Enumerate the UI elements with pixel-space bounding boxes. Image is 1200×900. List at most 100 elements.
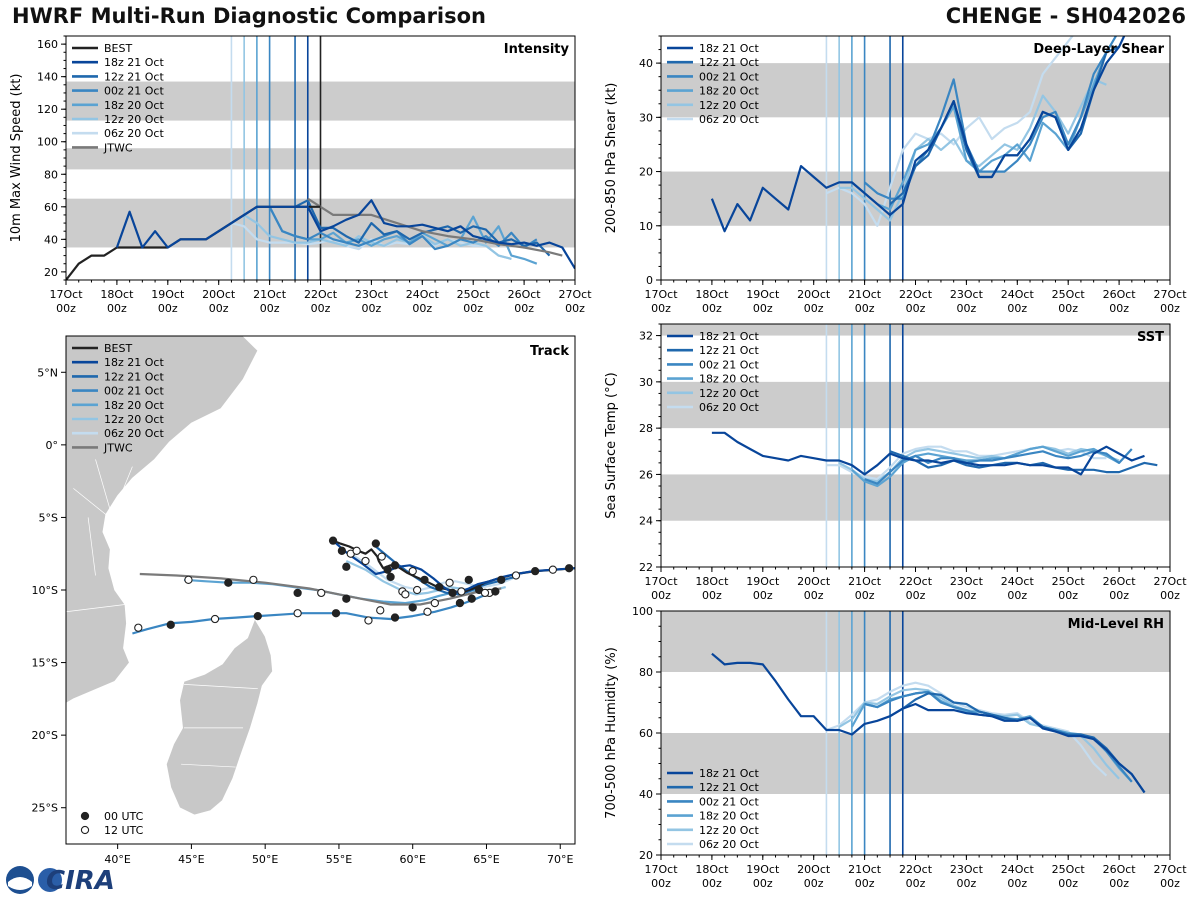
x-tick-label: 22Oct: [899, 575, 933, 588]
x-tick-label: 00z: [804, 302, 824, 315]
x-tick-label: 00z: [957, 589, 977, 602]
x-tick-label: 00z: [702, 302, 722, 315]
threshold-band: [661, 171, 1170, 226]
y-tick-label: 32: [639, 330, 653, 343]
track-marker-00utc: [331, 609, 341, 618]
track-line-jtwc: [139, 572, 502, 606]
y-tick-label: 40: [639, 57, 653, 70]
marker-legend-00utc: [80, 811, 90, 821]
admin-border: [73, 488, 107, 515]
legend-label: 12z 20 Oct: [104, 413, 164, 426]
y-tick-label: 26: [639, 468, 653, 481]
x-tick-label: 00z: [1160, 877, 1180, 890]
y-axis-label: 200-850 hPa Shear (kt): [604, 83, 619, 234]
x-tick-label: 60°E: [399, 853, 425, 866]
y-tick-label: 20: [639, 166, 653, 179]
x-tick-label: 00z: [1058, 589, 1078, 602]
track-marker-12utc: [364, 616, 373, 625]
y-tick-label: 100: [632, 605, 653, 618]
x-tick-label: 27Oct: [558, 288, 592, 301]
track-marker-12utc: [377, 552, 386, 561]
track-marker-00utc: [435, 582, 444, 592]
marker-legend-label: 12 UTC: [104, 824, 144, 837]
x-tick-label: 19Oct: [151, 288, 185, 301]
legend-label: 12z 21 Oct: [699, 56, 759, 69]
x-tick-label: 00z: [753, 302, 773, 315]
y-tick-label: 60: [44, 201, 58, 214]
series-line-18z-21-oct: [710, 36, 1126, 233]
x-tick-label: 21Oct: [253, 288, 287, 301]
x-tick-label: 00z: [260, 302, 280, 315]
legend-label: 18z 21 Oct: [104, 356, 164, 369]
x-tick-label: 19Oct: [746, 863, 780, 876]
track-marker-00utc: [408, 603, 417, 612]
x-tick-label: 26Oct: [1103, 288, 1137, 301]
x-tick-label: 20Oct: [797, 575, 831, 588]
cira-logo: CIRA: [6, 866, 114, 896]
legend-label: JTWC: [103, 141, 133, 154]
x-tick-label: 24Oct: [1001, 288, 1035, 301]
track-marker-12utc: [445, 578, 454, 587]
x-tick-label: 00z: [702, 589, 722, 602]
series-line-jtwc: [307, 197, 563, 257]
x-tick-label: 00z: [855, 302, 875, 315]
x-tick-label: 00z: [209, 302, 229, 315]
x-tick-label: 22Oct: [899, 288, 933, 301]
x-tick-label: 24Oct: [1001, 863, 1035, 876]
track-marker-00utc: [497, 575, 506, 584]
x-tick-label: 00z: [1058, 302, 1078, 315]
y-axis-label: Sea Surface Temp (°C): [604, 372, 619, 519]
x-tick-label: 23Oct: [950, 575, 984, 588]
y-tick-label: 40: [44, 233, 58, 246]
x-tick-label: 27Oct: [1153, 863, 1187, 876]
track-marker-12utc: [457, 587, 466, 596]
x-tick-label: 70°E: [547, 853, 573, 866]
logo-text: CIRA: [46, 866, 114, 896]
legend-label: 00z 21 Oct: [699, 358, 759, 371]
x-tick-label: 25Oct: [1052, 288, 1086, 301]
x-tick-label: 00z: [651, 877, 671, 890]
legend-label: 12z 20 Oct: [699, 824, 759, 837]
x-tick-label: 17Oct: [644, 575, 678, 588]
panel-sst: 22242628303217Oct00z18Oct00z19Oct00z20Oc…: [604, 323, 1187, 602]
legend-label: 12z 20 Oct: [104, 113, 164, 126]
track-marker-12utc: [134, 623, 143, 632]
y-axis-label: 10m Max Wind Speed (kt): [9, 74, 24, 243]
x-tick-label: 18Oct: [695, 288, 729, 301]
x-tick-label: 18Oct: [100, 288, 134, 301]
x-tick-label: 25Oct: [457, 288, 491, 301]
plot-area: [661, 36, 1170, 280]
admin-border: [87, 517, 96, 576]
track-marker-12utc: [430, 598, 439, 608]
track-marker-00utc: [491, 587, 500, 596]
x-tick-label: 27Oct: [1153, 575, 1187, 588]
map-area: [66, 336, 575, 816]
x-tick-label: 00z: [651, 589, 671, 602]
track-line-00z-21-oct: [132, 590, 498, 635]
x-tick-label: 24Oct: [406, 288, 440, 301]
x-tick-label: 00z: [702, 877, 722, 890]
x-tick-label: 18Oct: [695, 575, 729, 588]
x-tick-label: 00z: [957, 302, 977, 315]
track-marker-00utc: [464, 575, 473, 584]
x-tick-label: 00z: [1058, 877, 1078, 890]
legend-label: 00z 21 Oct: [699, 795, 759, 808]
threshold-band: [661, 381, 1170, 429]
legend-label: 12z 20 Oct: [699, 99, 759, 112]
panel-title: Deep-Layer Shear: [1033, 42, 1164, 57]
x-tick-label: 21Oct: [848, 863, 882, 876]
track-marker-00utc: [293, 588, 302, 598]
legend-label: 18z 20 Oct: [699, 85, 759, 98]
x-tick-label: 55°E: [326, 853, 352, 866]
legend-label: 18z 20 Oct: [699, 810, 759, 823]
series-line-18z-21-oct: [115, 199, 575, 270]
legend-label: 00z 21 Oct: [699, 70, 759, 83]
y-tick-label: 20: [44, 266, 58, 279]
y-tick-label: 28: [639, 422, 653, 435]
track-marker-00utc: [390, 561, 400, 570]
x-tick-label: 00z: [855, 589, 875, 602]
